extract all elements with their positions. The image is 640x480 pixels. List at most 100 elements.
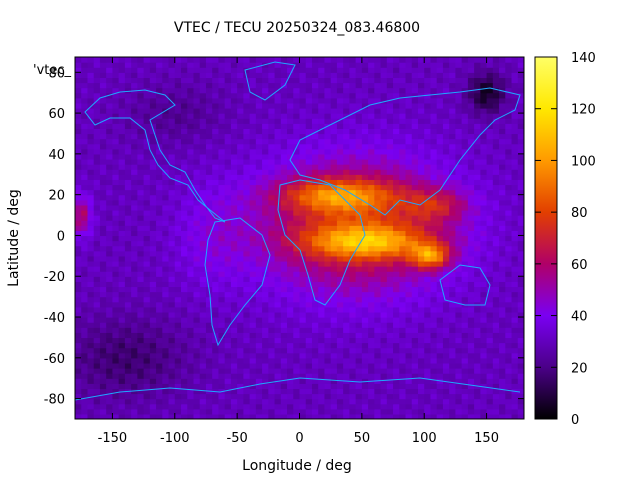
heatmap-cell [368,245,375,252]
heatmap-cell [112,383,120,390]
heatmap-cell [461,204,469,211]
heatmap-cell [174,378,182,384]
heatmap-cell [417,398,425,405]
heatmap-cell [505,230,513,237]
heatmap-cell [380,77,388,84]
heatmap-cell [143,158,151,165]
heatmap-cell [355,398,363,405]
heatmap-cell [424,286,432,293]
heatmap-cell [405,296,413,303]
heatmap-cell [249,87,257,94]
heatmap-cell [268,143,276,150]
heatmap-cell [280,398,288,405]
heatmap-cell [218,133,226,140]
heatmap-cell [311,133,319,140]
heatmap-cell [380,220,388,226]
heatmap-cell [486,148,494,155]
heatmap-cell [137,368,145,374]
heatmap-cell [212,322,220,328]
heatmap-cell [330,215,338,221]
heatmap-cell [230,189,238,196]
heatmap-cell [517,164,524,170]
heatmap-cell [492,398,500,405]
heatmap-cell [137,362,145,369]
heatmap-cell [355,174,363,180]
heatmap-cell [374,337,382,344]
heatmap-cell [106,357,114,364]
heatmap-cell [343,225,350,231]
heatmap-cell [480,352,488,359]
heatmap-cell [280,153,288,160]
heatmap-cell [118,230,126,237]
heatmap-cell [368,250,375,257]
heatmap-cell [299,240,307,247]
heatmap-cell [124,174,132,180]
heatmap-cell [374,199,382,206]
heatmap-cell [99,327,107,333]
heatmap-cell [287,271,294,277]
heatmap-cell [287,311,294,318]
heatmap-cell [293,388,301,395]
heatmap-cell [324,164,332,170]
heatmap-cell [330,87,338,94]
heatmap-cell [93,102,101,109]
heatmap-cell [106,199,114,206]
heatmap-cell [311,97,319,104]
heatmap-cell [436,357,444,364]
heatmap-cell [75,276,82,282]
heatmap-cell [99,174,107,180]
heatmap-cell [299,158,307,165]
heatmap-cell [112,271,120,277]
heatmap-cell [237,72,244,78]
heatmap-cell [318,296,326,303]
heatmap-cell [517,230,524,237]
heatmap-cell [399,373,407,379]
heatmap-cell [411,337,419,344]
heatmap-cell [87,118,95,124]
heatmap-cell [424,393,432,400]
heatmap-cell [143,240,151,247]
heatmap-cell [343,184,350,191]
heatmap-cell [274,266,282,272]
heatmap-cell [255,107,263,114]
heatmap-cell [380,133,388,140]
heatmap-cell [237,128,244,135]
heatmap-cell [93,342,101,349]
heatmap-cell [293,306,301,313]
heatmap-cell [311,77,319,84]
heatmap-cell [149,174,157,180]
heatmap-cell [212,311,220,318]
heatmap-cell [424,77,432,84]
heatmap-cell [87,255,95,262]
heatmap-cell [318,179,326,186]
heatmap-cell [87,113,95,119]
heatmap-cell [480,373,488,379]
heatmap-cell [361,352,369,359]
heatmap-cell [149,250,157,257]
heatmap-cell [305,408,313,415]
heatmap-cell [243,378,251,384]
heatmap-cell [87,296,95,303]
heatmap-cell [311,92,319,99]
heatmap-cell [143,357,151,364]
heatmap-cell [405,128,413,135]
heatmap-cell [243,189,251,196]
heatmap-cell [293,327,301,333]
heatmap-cell [93,220,101,226]
heatmap-cell [343,357,350,364]
heatmap-cell [411,179,419,186]
heatmap-cell [149,286,157,293]
heatmap-cell [87,225,95,231]
heatmap-cell [187,327,195,333]
heatmap-cell [187,240,195,247]
heatmap-cell [75,204,82,211]
heatmap-cell [417,225,425,231]
heatmap-cell [349,373,357,379]
heatmap-cell [81,352,89,359]
heatmap-cell [343,398,350,405]
heatmap-cell [212,97,220,104]
heatmap-cell [311,164,319,170]
heatmap-cell [517,352,524,359]
heatmap-cell [380,368,388,374]
heatmap-cell [374,408,382,415]
